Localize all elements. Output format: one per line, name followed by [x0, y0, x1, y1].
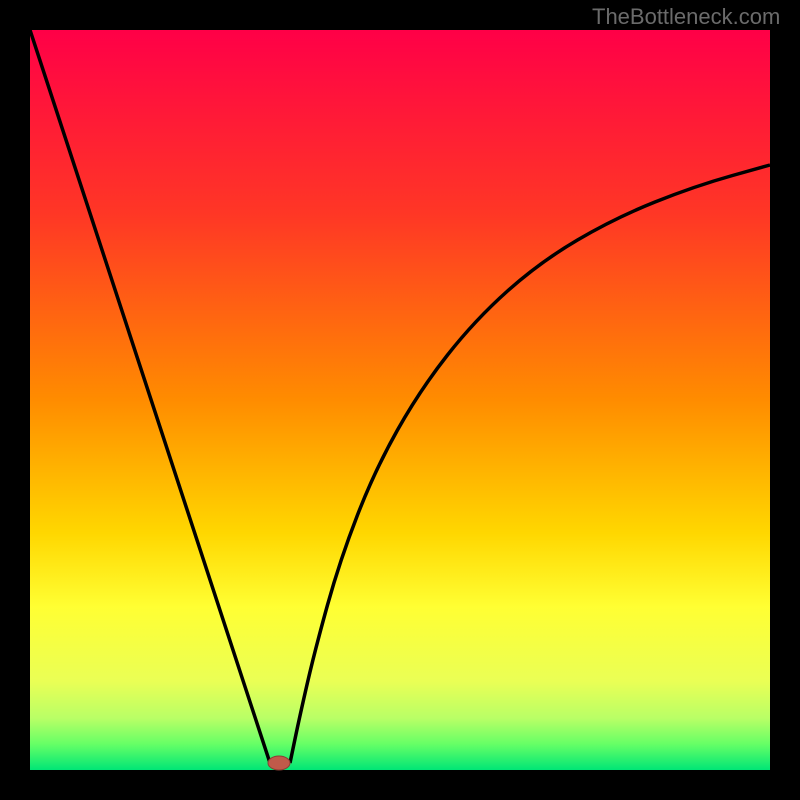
optimum-marker: [268, 756, 290, 770]
curve-right-branch: [290, 165, 770, 763]
chart-svg: [0, 0, 800, 800]
curve-left-branch: [30, 30, 270, 763]
bottleneck-curve: [30, 30, 770, 763]
watermark-text: TheBottleneck.com: [592, 4, 780, 30]
chart-container: TheBottleneck.com: [0, 0, 800, 800]
